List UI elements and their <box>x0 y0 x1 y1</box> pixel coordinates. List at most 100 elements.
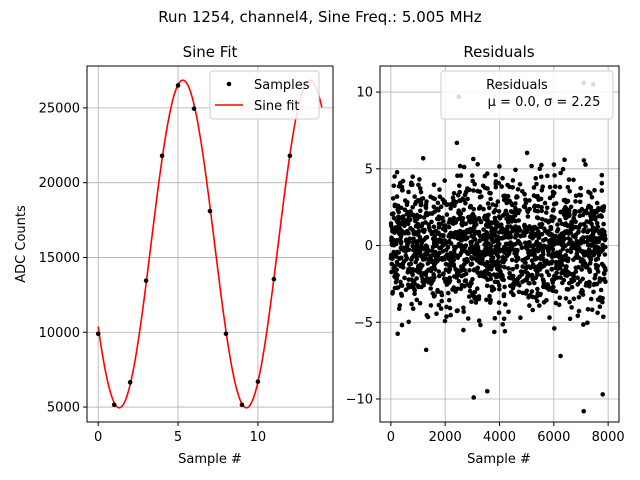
residual-point <box>399 283 405 288</box>
residual-point <box>597 304 603 310</box>
residual-point <box>456 279 462 284</box>
residual-point <box>492 218 498 223</box>
residual-point <box>441 233 446 238</box>
residual-point <box>497 164 502 169</box>
residual-point <box>519 272 525 277</box>
residual-point <box>584 263 590 269</box>
residual-point <box>404 237 409 242</box>
residual-point <box>575 313 581 319</box>
residual-point <box>521 229 527 235</box>
residual-point <box>400 265 406 270</box>
residual-point <box>407 262 412 267</box>
residual-point <box>454 271 460 276</box>
residual-point <box>501 292 507 297</box>
residual-point <box>409 255 415 261</box>
residual-point <box>437 246 442 251</box>
residual-point <box>436 225 442 230</box>
residual-point <box>436 269 442 274</box>
residual-point <box>507 283 513 289</box>
residual-point <box>549 267 555 272</box>
residual-point <box>392 285 398 291</box>
residual-point <box>496 209 502 214</box>
residual-point <box>482 173 488 179</box>
residual-point <box>547 195 553 201</box>
residual-point <box>403 253 409 258</box>
residual-point <box>596 206 601 211</box>
residual-point <box>411 279 417 284</box>
residual-point <box>529 273 534 279</box>
residual-point <box>461 229 466 235</box>
residual-point <box>580 292 586 297</box>
residual-point <box>394 228 399 233</box>
residual-point <box>568 204 574 210</box>
residual-point <box>441 271 446 276</box>
residual-point <box>559 258 564 264</box>
residual-point <box>407 236 413 241</box>
sample-point <box>191 106 197 111</box>
residual-point <box>481 206 486 212</box>
residual-point <box>561 277 567 283</box>
residual-point <box>434 311 439 317</box>
residual-point <box>461 305 466 311</box>
residual-point <box>538 196 544 202</box>
residual-point <box>463 190 469 195</box>
residual-point <box>578 239 583 245</box>
residual-point <box>569 284 575 290</box>
residual-point <box>409 301 414 307</box>
residual-point <box>539 208 544 214</box>
residual-point <box>395 203 401 209</box>
residual-point <box>569 226 574 232</box>
legend-samples-label: Samples <box>254 78 310 93</box>
residual-point <box>439 298 445 304</box>
residual-point <box>425 251 430 257</box>
residual-point <box>603 236 608 242</box>
residual-point <box>581 239 587 245</box>
residual-point <box>447 275 453 281</box>
residual-point <box>554 270 559 276</box>
residual-point <box>442 318 448 324</box>
residual-point <box>543 218 548 223</box>
residual-point <box>513 247 518 253</box>
residual-point <box>566 223 572 228</box>
residual-point <box>467 268 472 273</box>
residual-point <box>589 195 595 200</box>
sine-fit-ylabel: ADC Counts <box>14 205 29 283</box>
residual-point <box>472 237 478 242</box>
sine-fit-ytick-label: 25000 <box>39 101 80 116</box>
residual-point <box>529 163 534 169</box>
residual-point <box>551 162 557 167</box>
residuals-ytick-label: 0 <box>365 239 373 254</box>
residual-point <box>518 233 524 238</box>
residual-point <box>594 200 600 206</box>
residual-point <box>498 269 503 274</box>
residual-point <box>597 279 603 284</box>
residual-point <box>522 204 528 210</box>
residual-point <box>560 166 566 172</box>
residuals-legend-box <box>440 70 614 120</box>
residual-point <box>394 272 400 278</box>
residual-point <box>399 239 404 245</box>
residual-point <box>574 239 580 244</box>
residual-point <box>532 251 537 257</box>
residual-point <box>501 316 507 322</box>
residual-point <box>591 252 596 258</box>
residual-point <box>539 162 544 168</box>
residual-outlier-point <box>471 395 476 400</box>
residual-point <box>597 295 603 300</box>
residual-point <box>388 221 394 226</box>
residual-point <box>511 292 516 298</box>
residual-point <box>546 261 552 267</box>
residual-point <box>471 156 476 162</box>
residual-point <box>544 210 549 215</box>
residual-point <box>520 264 525 269</box>
residual-point <box>545 282 550 287</box>
residuals-xtick-label: 8000 <box>592 430 625 445</box>
residual-point <box>586 228 591 233</box>
residual-point <box>593 215 598 220</box>
residual-point <box>576 295 582 300</box>
residual-point <box>586 242 592 248</box>
residual-point <box>475 162 481 167</box>
residual-point <box>516 240 522 245</box>
residual-point <box>518 315 523 321</box>
